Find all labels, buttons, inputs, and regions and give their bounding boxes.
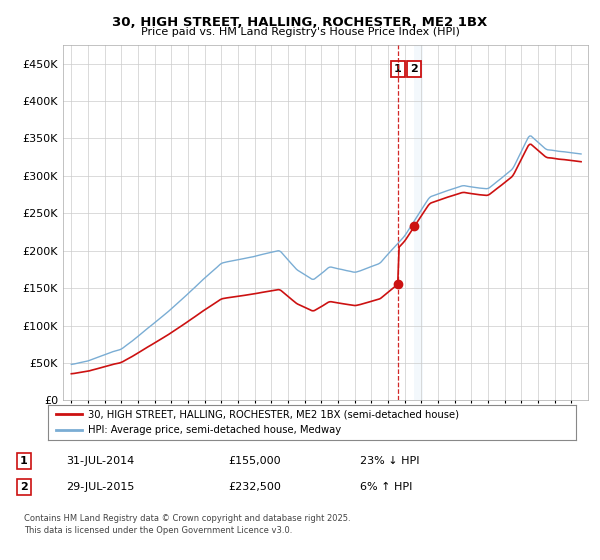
Text: Contains HM Land Registry data © Crown copyright and database right 2025.
This d: Contains HM Land Registry data © Crown c… xyxy=(24,514,350,535)
Bar xyxy=(413,45,422,400)
Text: 1: 1 xyxy=(394,64,401,74)
Text: 30, HIGH STREET, HALLING, ROCHESTER, ME2 1BX (semi-detached house): 30, HIGH STREET, HALLING, ROCHESTER, ME2… xyxy=(88,409,458,419)
Text: 23% ↓ HPI: 23% ↓ HPI xyxy=(360,456,419,466)
Text: £155,000: £155,000 xyxy=(228,456,281,466)
Text: 6% ↑ HPI: 6% ↑ HPI xyxy=(360,482,412,492)
Text: HPI: Average price, semi-detached house, Medway: HPI: Average price, semi-detached house,… xyxy=(88,425,341,435)
Text: 2: 2 xyxy=(20,482,28,492)
Text: 2: 2 xyxy=(410,64,418,74)
Text: 29-JUL-2015: 29-JUL-2015 xyxy=(66,482,134,492)
Text: £232,500: £232,500 xyxy=(228,482,281,492)
Text: Price paid vs. HM Land Registry's House Price Index (HPI): Price paid vs. HM Land Registry's House … xyxy=(140,27,460,37)
Text: 30, HIGH STREET, HALLING, ROCHESTER, ME2 1BX: 30, HIGH STREET, HALLING, ROCHESTER, ME2… xyxy=(112,16,488,29)
Text: 31-JUL-2014: 31-JUL-2014 xyxy=(66,456,134,466)
Text: 1: 1 xyxy=(20,456,28,466)
